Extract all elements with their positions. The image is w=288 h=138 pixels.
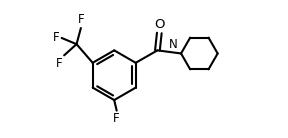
Text: F: F [77,13,84,26]
Text: F: F [113,112,120,125]
Text: N: N [168,38,177,51]
Text: F: F [56,57,62,70]
Text: O: O [154,18,164,30]
Text: F: F [53,31,60,44]
